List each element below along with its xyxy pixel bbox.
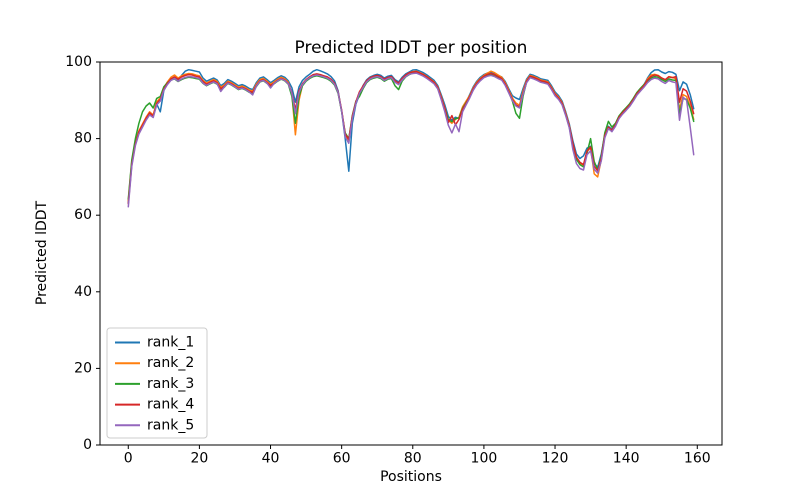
chart-title: Predicted lDDT per position xyxy=(295,38,528,58)
y-tick-label: 40 xyxy=(74,284,92,300)
series-line-rank_3 xyxy=(127,71,695,200)
x-tick-label: 60 xyxy=(333,451,351,467)
y-axis-label: Predicted lDDT xyxy=(34,200,50,305)
legend-item-rank_1: rank_1 xyxy=(115,335,194,351)
x-tick-label: 0 xyxy=(124,451,133,467)
x-axis-label: Positions xyxy=(380,469,442,485)
legend: rank_1 rank_2 rank_3 rank_4 rank_5 xyxy=(106,327,208,439)
legend-label-rank_2: rank_2 xyxy=(147,355,194,371)
x-tick-label: 160 xyxy=(684,451,711,467)
legend-box xyxy=(106,327,208,439)
x-tick-label: 40 xyxy=(262,451,280,467)
y-tick-label: 20 xyxy=(74,360,92,376)
plot-border xyxy=(99,61,723,446)
y-tick-label: 100 xyxy=(65,54,92,70)
legend-item-rank_2: rank_2 xyxy=(115,355,194,371)
x-tick-label: 20 xyxy=(190,451,208,467)
legend-item-rank_3: rank_3 xyxy=(115,376,194,392)
series-line-rank_1 xyxy=(127,68,695,204)
legend-label-rank_1: rank_1 xyxy=(147,335,194,351)
legend-item-rank_4: rank_4 xyxy=(115,397,194,413)
series-line-rank_2 xyxy=(127,70,695,202)
legend-label-rank_3: rank_3 xyxy=(147,376,194,392)
legend-item-rank_5: rank_5 xyxy=(115,417,194,433)
legend-label-rank_4: rank_4 xyxy=(147,397,194,413)
legend-label-rank_5: rank_5 xyxy=(147,417,194,433)
series-line-rank_5 xyxy=(127,72,695,208)
series-line-rank_4 xyxy=(127,70,695,205)
x-tick-label: 140 xyxy=(613,451,640,467)
x-tick-label: 80 xyxy=(404,451,422,467)
x-tick-label: 120 xyxy=(542,451,569,467)
x-tick-label: 100 xyxy=(471,451,498,467)
y-tick-label: 0 xyxy=(83,437,92,453)
y-tick-label: 80 xyxy=(74,131,92,147)
y-tick-label: 60 xyxy=(74,207,92,223)
